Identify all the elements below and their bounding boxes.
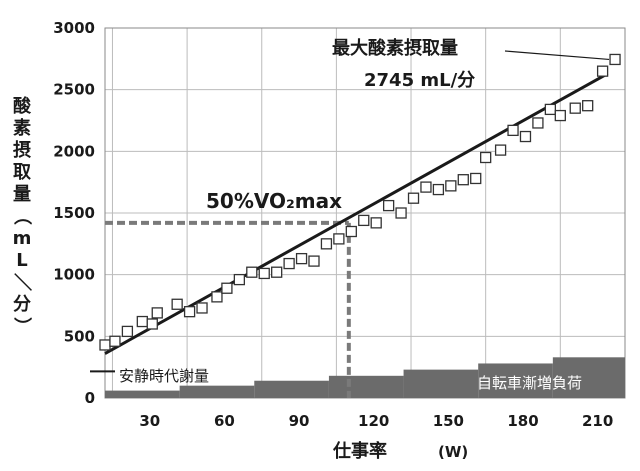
workload-bar <box>403 369 479 398</box>
data-point <box>99 339 111 351</box>
data-point <box>358 214 370 227</box>
y-axis-label-char: m <box>13 228 32 249</box>
data-point <box>221 282 233 294</box>
y-tick-label: 1000 <box>53 266 95 284</box>
y-axis-label-char: L <box>16 250 27 271</box>
data-point <box>283 257 295 270</box>
max-vo2-title: 最大酸素摂取量 <box>332 37 458 59</box>
y-axis-label-char: ／ <box>11 273 32 291</box>
data-point <box>532 117 544 129</box>
trend-line <box>104 72 609 355</box>
y-axis-label-char: 素 <box>13 118 31 139</box>
data-point <box>333 233 345 245</box>
data-point <box>109 335 121 347</box>
data-point <box>582 100 594 112</box>
resting-metabolism-label: 安静時代謝量 <box>119 367 209 385</box>
x-tick-label: 180 <box>507 412 538 430</box>
data-point <box>519 130 532 143</box>
y-axis-label-char: 分 <box>13 294 31 315</box>
workload-bar <box>179 385 255 398</box>
tick-labels: 0 500 1000 1500 2000 2500 3000 30 60 90 120 150 180 2… <box>53 19 613 430</box>
data-point <box>569 102 581 114</box>
data-point <box>596 65 609 77</box>
y-axis-label-char: 摂 <box>13 139 31 161</box>
data-point <box>544 103 557 116</box>
data-point <box>211 291 223 303</box>
y-tick-label: 2000 <box>53 142 95 160</box>
data-point <box>136 315 148 328</box>
data-point <box>246 266 258 278</box>
data-point <box>271 266 283 278</box>
data-point <box>407 192 420 204</box>
data-point <box>370 217 382 229</box>
data-point <box>345 225 357 238</box>
y-tick-label: 3000 <box>53 19 95 37</box>
x-tick-label: 210 <box>582 412 613 430</box>
workload-bar <box>105 390 180 398</box>
y-axis-label-char: （ <box>11 207 32 225</box>
data-point <box>308 255 320 267</box>
data-point <box>432 183 445 196</box>
x-tick-label: 150 <box>433 412 464 430</box>
data-point <box>554 109 566 122</box>
x-tick-label: 90 <box>289 412 310 430</box>
y-tick-label: 2500 <box>53 81 95 99</box>
y-tick-label: 500 <box>64 327 95 345</box>
workload-bars <box>105 357 625 398</box>
data-point <box>480 151 492 164</box>
workload-bar <box>254 380 329 398</box>
vo2-guides <box>90 50 610 398</box>
max-vo2-leader-line <box>504 50 610 61</box>
workload-label: 自転車漸増負荷 <box>477 374 582 392</box>
data-point <box>233 273 246 286</box>
y-axis-label-char: 酸 <box>13 95 32 117</box>
data-point <box>196 302 208 314</box>
x-tick-label: 60 <box>214 412 235 430</box>
data-point <box>183 306 196 318</box>
data-point <box>258 267 270 280</box>
data-point <box>320 238 333 250</box>
data-point <box>295 252 308 265</box>
y-axis-label-char: ） <box>11 317 32 335</box>
data-point <box>457 174 469 186</box>
data-point <box>121 325 134 338</box>
data-point <box>445 180 457 192</box>
y-tick-label: 1500 <box>53 204 95 222</box>
trend-line-group <box>104 72 609 355</box>
vo2-50-label: 50%VO₂max <box>206 189 342 213</box>
x-tick-label: 120 <box>358 412 389 430</box>
y-axis-label: 酸素摂取量 （ mL ／ 分 ） <box>11 95 32 335</box>
data-points <box>99 53 621 351</box>
y-tick-label: 0 <box>85 389 95 407</box>
y-axis-label-char: 量 <box>13 183 31 205</box>
max-vo2-value: 2745 mL/分 <box>364 70 475 91</box>
y-axis-label-char: 取 <box>13 162 32 183</box>
data-point <box>171 298 183 310</box>
x-axis-label: 仕事率 <box>332 440 387 462</box>
data-point <box>382 199 395 212</box>
data-point <box>151 307 163 319</box>
workload-bar <box>328 375 404 398</box>
data-point <box>494 144 507 156</box>
data-point <box>470 172 482 185</box>
workload-bar <box>478 363 553 398</box>
data-point <box>146 318 158 330</box>
annotations: 最大酸素摂取量 2745 mL/分 50%VO₂max 安静時代謝量 自転車漸増… <box>119 37 582 462</box>
data-point <box>507 124 519 137</box>
workload-bar <box>552 357 625 398</box>
grid-lines <box>104 27 626 399</box>
x-tick-label: 30 <box>139 412 160 430</box>
data-point <box>395 207 407 219</box>
data-point <box>420 181 432 193</box>
x-axis-unit: (W) <box>438 443 468 461</box>
data-point <box>609 53 621 66</box>
